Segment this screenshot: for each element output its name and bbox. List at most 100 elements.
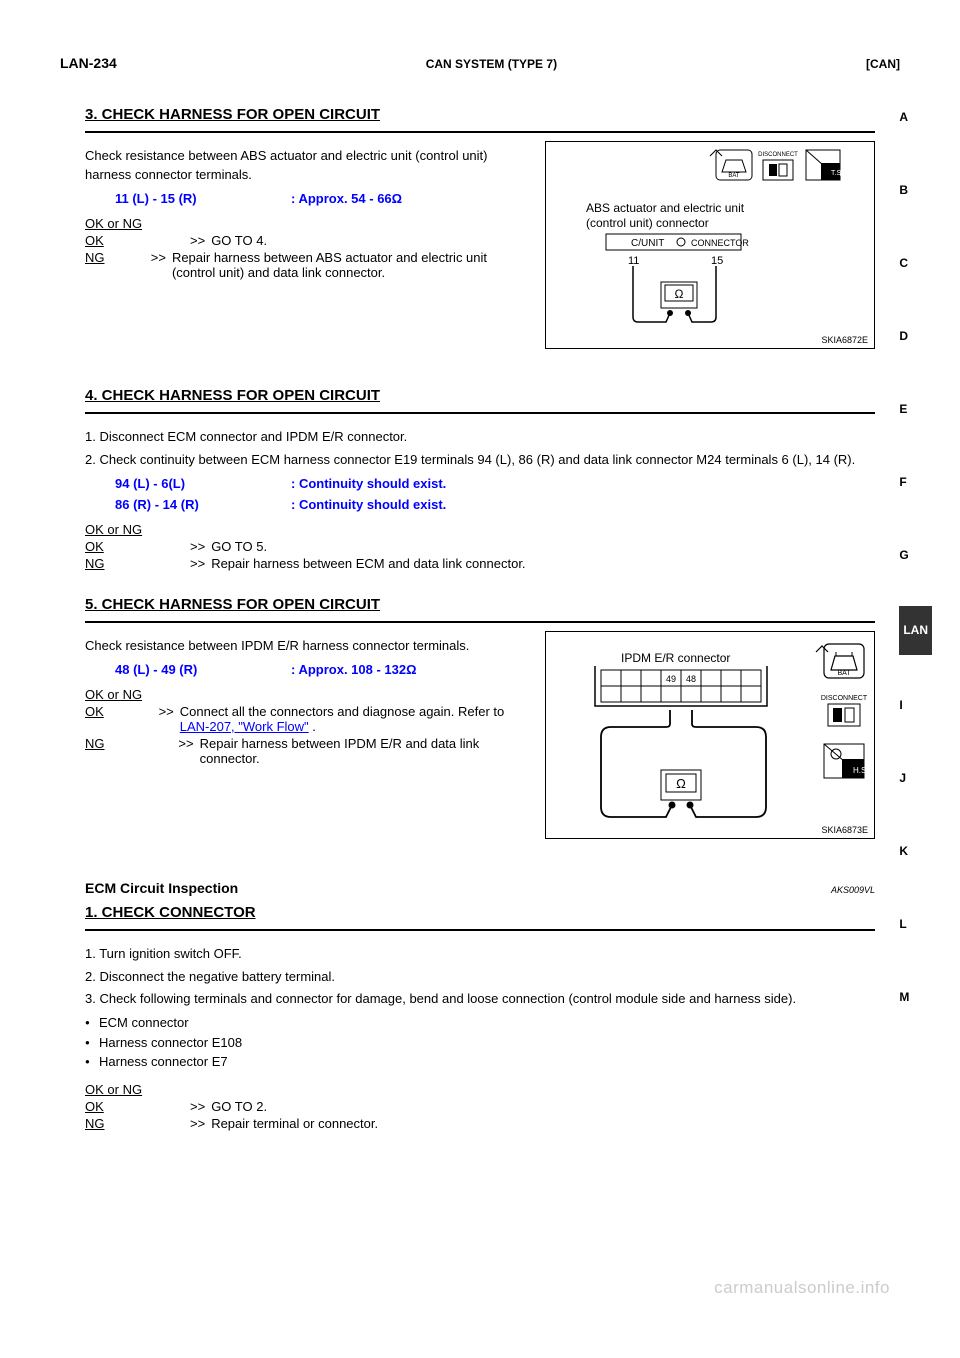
- svg-text:15: 15: [711, 255, 723, 267]
- svg-text:48: 48: [686, 674, 696, 684]
- divider: [85, 929, 875, 931]
- step-2: 2. Check continuity between ECM harness …: [85, 451, 875, 470]
- header-can-tag: [CAN]: [866, 57, 900, 71]
- resistance-value: : Approx. 54 - 66Ω: [291, 191, 402, 206]
- diagram-svg: BAT DISCONNECT T.S. T.S. ABS ac: [546, 142, 876, 350]
- section-3-body: Check resistance between ABS actuator an…: [85, 147, 875, 362]
- measurement-row: 94 (L) - 6(L) : Continuity should exist.: [115, 476, 875, 491]
- ecm-section-1-title: 1. CHECK CONNECTOR: [85, 904, 875, 921]
- section-5-text: Check resistance between IPDM E/R harnes…: [85, 637, 505, 766]
- side-letter: B: [899, 168, 932, 213]
- diagram-abs-connector: BAT DISCONNECT T.S. T.S. ABS ac: [545, 141, 875, 349]
- side-letter: K: [899, 829, 932, 874]
- measurement-row: 48 (L) - 49 (R) : Approx. 108 - 132Ω: [115, 662, 505, 677]
- side-letter: J: [899, 756, 932, 801]
- terminals-value: 94 (L) - 6(L): [115, 476, 291, 491]
- diagram2-title: IPDM E/R connector: [621, 651, 730, 665]
- section-4-title: 4. CHECK HARNESS FOR OPEN CIRCUIT: [85, 387, 875, 404]
- side-letter: D: [899, 314, 932, 359]
- diagram-svg: BAT DISCONNECT H.S.: [546, 632, 876, 840]
- instruction-text: Check resistance between ABS actuator an…: [85, 147, 505, 185]
- arrow-icon: >>: [159, 704, 174, 734]
- side-letter: C: [899, 241, 932, 286]
- ok-ng-block: OK or NG OK >> GO TO 2. NG >> Repair ter…: [85, 1082, 875, 1131]
- work-flow-link[interactable]: LAN-207, "Work Flow": [180, 719, 309, 734]
- side-letter: G: [899, 533, 932, 578]
- section-5-body: Check resistance between IPDM E/R harnes…: [85, 637, 875, 852]
- ok-ng-block: OK or NG OK >> GO TO 5. NG >> Repair har…: [85, 522, 875, 571]
- section-3-text: Check resistance between ABS actuator an…: [85, 147, 505, 280]
- measurement-row: 11 (L) - 15 (R) : Approx. 54 - 66Ω: [115, 191, 505, 206]
- ng-action: Repair harness between ECM and data link…: [211, 556, 525, 571]
- arrow-icon: >>: [190, 1099, 205, 1114]
- svg-text:T.S.: T.S.: [831, 170, 843, 177]
- ng-action: Repair harness between ABS actuator and …: [172, 250, 505, 280]
- ng-action: Repair terminal or connector.: [211, 1116, 378, 1131]
- ok-label: OK: [85, 233, 190, 248]
- header-title: CAN SYSTEM (TYPE 7): [117, 57, 866, 71]
- svg-text:11: 11: [628, 255, 639, 267]
- ng-label: NG: [85, 1116, 190, 1131]
- svg-text:Ω: Ω: [676, 776, 686, 791]
- svg-text:49: 49: [666, 674, 676, 684]
- arrow-icon: >>: [151, 250, 166, 280]
- svg-text:H.S.: H.S.: [853, 766, 869, 775]
- section-3-title: 3. CHECK HARNESS FOR OPEN CIRCUIT: [85, 106, 875, 123]
- bullet-item: Harness connector E108: [85, 1033, 875, 1053]
- terminals-value: 48 (L) - 49 (R): [115, 662, 291, 677]
- ng-action: Repair harness between IPDM E/R and data…: [200, 736, 505, 766]
- svg-text:CONNECTOR: CONNECTOR: [691, 238, 749, 248]
- measurement-row: 86 (R) - 14 (R) : Continuity should exis…: [115, 497, 875, 512]
- ok-action: GO TO 2.: [211, 1099, 267, 1114]
- divider: [85, 621, 875, 623]
- arrow-icon: >>: [190, 1116, 205, 1131]
- ecm-header-row: ECM Circuit Inspection AKS009VL: [85, 870, 875, 900]
- continuity-value: : Continuity should exist.: [291, 497, 446, 512]
- resistance-value: : Approx. 108 - 132Ω: [291, 662, 417, 677]
- watermark-text: carmanualsonline.info: [714, 1278, 890, 1298]
- diagram-ipdm-connector: BAT DISCONNECT H.S.: [545, 631, 875, 839]
- side-letter: E: [899, 387, 932, 432]
- bullet-item: Harness connector E7: [85, 1052, 875, 1072]
- okng-label: OK or NG: [85, 522, 190, 537]
- terminals-value: 86 (R) - 14 (R): [115, 497, 291, 512]
- side-letter: I: [899, 683, 932, 728]
- svg-text:BAT: BAT: [837, 670, 851, 677]
- disconnect-label: DISCONNECT: [758, 152, 798, 158]
- okng-label: OK or NG: [85, 216, 190, 231]
- diagram-code: SKIA6873E: [821, 825, 868, 835]
- ng-label: NG: [85, 250, 151, 280]
- ecm-step-2: 2. Disconnect the negative battery termi…: [85, 968, 875, 987]
- ok-action: GO TO 5.: [211, 539, 267, 554]
- bullet-item: ECM connector: [85, 1013, 875, 1033]
- section-5-title: 5. CHECK HARNESS FOR OPEN CIRCUIT: [85, 596, 875, 613]
- ok-label: OK: [85, 1099, 190, 1114]
- arrow-icon: >>: [190, 539, 205, 554]
- step-1: 1. Disconnect ECM connector and IPDM E/R…: [85, 428, 875, 447]
- divider: [85, 412, 875, 414]
- page-number: LAN-234: [60, 55, 117, 71]
- ok-ng-block: OK or NG OK >> GO TO 4. NG >> Repair har…: [85, 216, 505, 280]
- svg-text:DISCONNECT: DISCONNECT: [821, 695, 868, 702]
- ok-action: GO TO 4.: [211, 233, 267, 248]
- ng-label: NG: [85, 556, 190, 571]
- svg-text:BAT: BAT: [728, 173, 740, 179]
- page-header: LAN-234 CAN SYSTEM (TYPE 7) [CAN]: [0, 0, 960, 81]
- ecm-step-1: 1. Turn ignition switch OFF.: [85, 945, 875, 964]
- ok-ng-block: OK or NG OK >> Connect all the connector…: [85, 687, 505, 766]
- ecm-step-3: 3. Check following terminals and connect…: [85, 990, 875, 1009]
- side-letter: L: [899, 902, 932, 947]
- ecm-code: AKS009VL: [831, 885, 875, 895]
- side-index-letters: A B C D E F G LAN I J K L M: [899, 95, 932, 1048]
- svg-text:C/UNIT: C/UNIT: [631, 238, 664, 249]
- okng-label: OK or NG: [85, 1082, 190, 1097]
- ng-label: NG: [85, 736, 178, 766]
- diagram-code: SKIA6872E: [821, 335, 868, 345]
- arrow-icon: >>: [190, 233, 205, 248]
- terminals-value: 11 (L) - 15 (R): [115, 191, 291, 206]
- diagram1-title1: ABS actuator and electric unit: [586, 201, 745, 215]
- ok-label: OK: [85, 704, 159, 734]
- instruction-text: Check resistance between IPDM E/R harnes…: [85, 637, 505, 656]
- svg-text:Ω: Ω: [675, 287, 684, 301]
- continuity-value: : Continuity should exist.: [291, 476, 446, 491]
